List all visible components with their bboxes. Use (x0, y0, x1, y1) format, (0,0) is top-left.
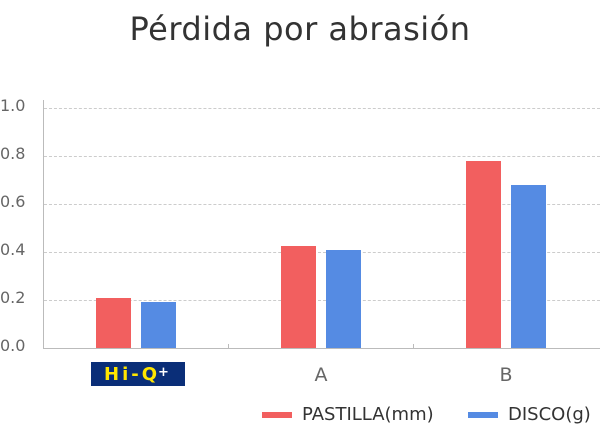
gridline (44, 300, 600, 301)
legend-item-pastilla: PASTILLA(mm) (262, 404, 434, 425)
x-label-a: A (314, 364, 328, 386)
x-tick-mark (228, 344, 229, 348)
gridline (44, 252, 600, 253)
bar-pastilla (466, 161, 501, 348)
gridline (44, 204, 600, 205)
legend-swatch-blue (468, 411, 498, 418)
x-label-b: B (499, 364, 513, 386)
hiq-plus-icon: + (158, 364, 172, 380)
legend-label: DISCO(g) (508, 404, 591, 425)
legend-swatch-red (262, 411, 292, 418)
chart-title: Pérdida por abrasión (129, 10, 471, 48)
bar-disco (511, 185, 546, 348)
gridline (44, 156, 600, 157)
y-tick-label: 0.0 (0, 336, 26, 355)
y-tick-label: 0.4 (0, 240, 26, 259)
y-tick-label: 0.6 (0, 192, 26, 211)
legend-item-disco: DISCO(g) (468, 404, 591, 425)
hiq-logo-text: Hi-Q (104, 363, 161, 385)
x-axis (43, 348, 600, 349)
hiq-logo-label: Hi-Q + (91, 362, 185, 386)
legend-label: PASTILLA(mm) (302, 404, 434, 425)
gridline (44, 108, 600, 109)
y-axis (43, 100, 44, 349)
y-tick-label: 0.8 (0, 144, 26, 163)
bar-disco (141, 302, 176, 348)
y-tick-label: 0.2 (0, 288, 26, 307)
x-tick-mark (413, 344, 414, 348)
y-tick-label: 1.0 (0, 96, 26, 115)
bar-pastilla (96, 298, 131, 348)
bar-pastilla (281, 246, 316, 348)
bar-disco (326, 250, 361, 348)
